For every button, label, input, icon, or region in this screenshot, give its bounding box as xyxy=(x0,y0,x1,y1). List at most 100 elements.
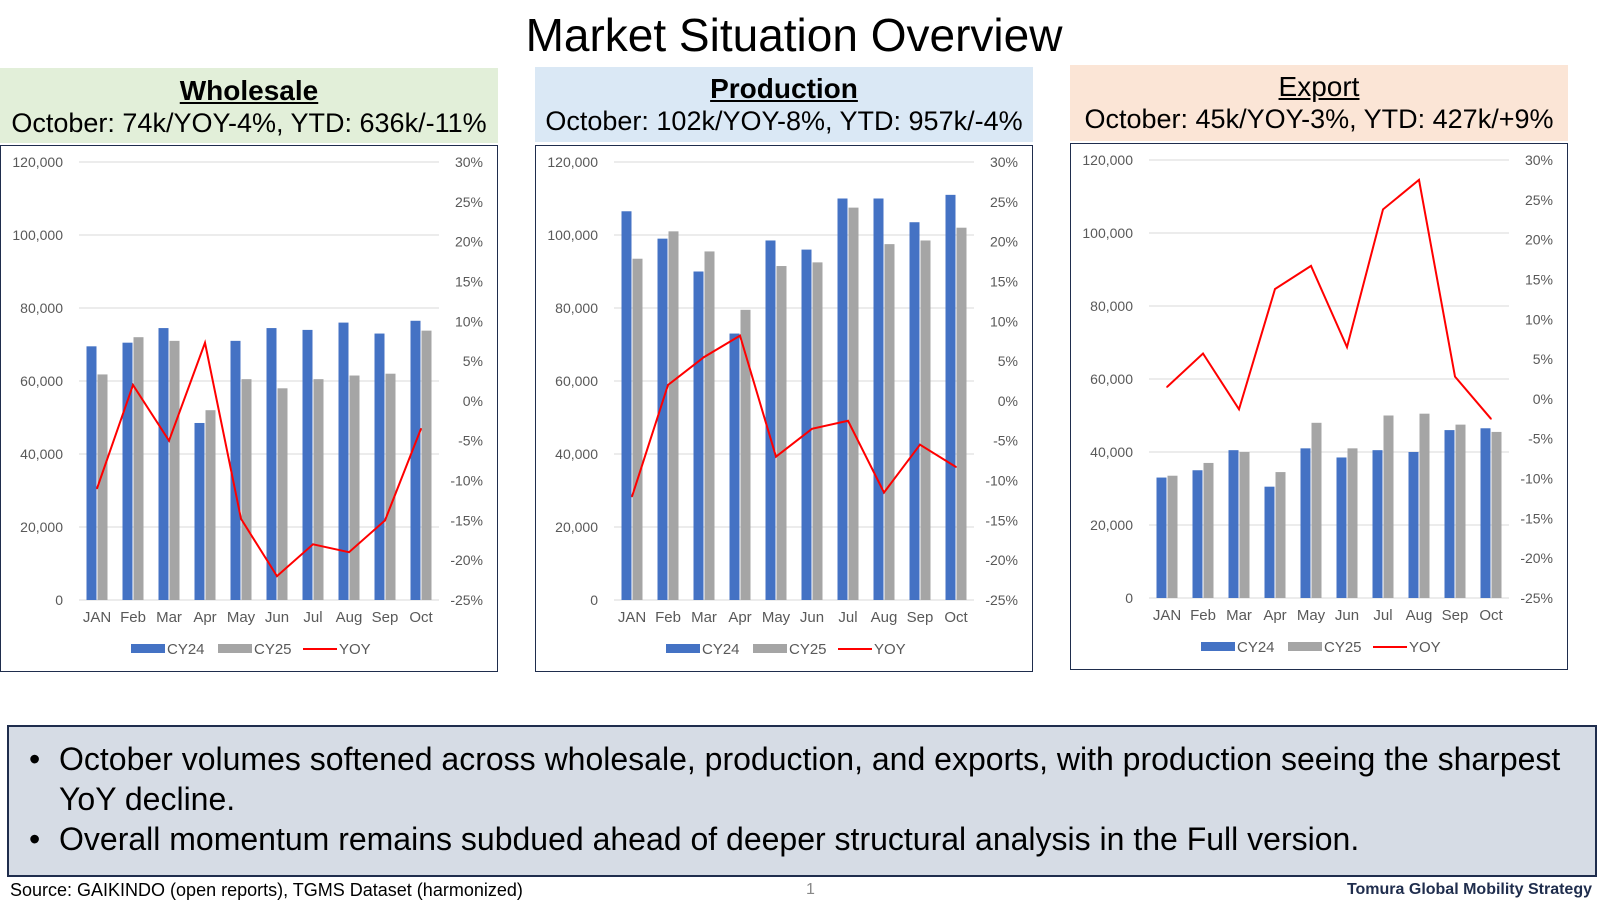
export-ytick-label: 60,000 xyxy=(1090,371,1133,387)
production-legend-label-yoy: YOY xyxy=(874,641,906,658)
wholesale-chart-svg: 0 20,000 40,000 60,000 80,000 100,000 120,000 -… xyxy=(12,154,483,658)
export-yoy-line xyxy=(1166,178,1492,420)
export-y2tick-label: 5% xyxy=(1533,351,1553,367)
production-xtick-label: Aug xyxy=(871,609,898,626)
export-y2tick-label: 25% xyxy=(1525,192,1553,208)
export-legend-label-cy24: CY24 xyxy=(1237,639,1275,656)
wholesale-yoy-point xyxy=(96,487,98,490)
wholesale-ytick-label: 20,000 xyxy=(20,519,63,535)
wholesale-bar-cy25 xyxy=(241,379,252,600)
production-xtick-label: Sep xyxy=(907,609,934,626)
wholesale-bar-cy25 xyxy=(277,388,288,600)
wholesale-bar-cy25 xyxy=(385,373,396,600)
production-xtick-label: Jun xyxy=(800,609,824,626)
export-y2tick-label: 0% xyxy=(1533,391,1553,407)
export-yoy-point xyxy=(1238,408,1240,411)
export-bar-cy25 xyxy=(1275,472,1286,598)
wholesale-xtick-label: Apr xyxy=(193,609,216,626)
production-xtick-label: May xyxy=(762,609,791,626)
wholesale-y2tick-label: -15% xyxy=(450,512,483,528)
wholesale-bar-cy25 xyxy=(349,375,360,600)
production-y2tick-label: 5% xyxy=(998,353,1018,369)
page-title: Market Situation Overview xyxy=(525,9,1063,61)
export-yoy-point xyxy=(1202,352,1204,355)
export-xtick-label: May xyxy=(1297,607,1326,624)
production-ytick-label: 20,000 xyxy=(555,519,598,535)
production-legend-label-cy25: CY25 xyxy=(789,641,827,658)
export-bar-cy25 xyxy=(1203,462,1214,598)
production-yoy-point xyxy=(703,356,705,358)
production-yoy-point xyxy=(883,491,885,494)
wholesale-xtick-label: Jun xyxy=(265,609,289,626)
production-yoy-point xyxy=(667,384,669,386)
production-bar-cy25 xyxy=(920,240,931,600)
export-chart: 0 20,000 40,000 60,000 80,000 100,000 120,000 -… xyxy=(1070,143,1568,670)
production-y2tick-label: -25% xyxy=(985,592,1018,608)
production-bar-cy25 xyxy=(956,227,967,600)
wholesale-bar-cy25 xyxy=(97,374,108,600)
summary-box: October volumes softened across wholesal… xyxy=(7,725,1597,877)
wholesale-ytick-label: 80,000 xyxy=(20,300,63,316)
production-yoy-point xyxy=(919,443,921,446)
export-bar-cy24 xyxy=(1480,428,1491,598)
wholesale-xtick-label: Feb xyxy=(120,609,146,626)
wholesale-legend-swatch-cy25 xyxy=(218,644,252,653)
export-bar-cy24 xyxy=(1408,452,1419,598)
wholesale-y2tick-label: 25% xyxy=(455,194,483,210)
wholesale-chart: 0 20,000 40,000 60,000 80,000 100,000 120,000 -… xyxy=(0,145,498,672)
export-y2tick-label: 30% xyxy=(1525,152,1553,168)
export-bar-cy25 xyxy=(1419,413,1430,598)
production-bar-cy25 xyxy=(848,207,859,600)
export-xtick-label: Aug xyxy=(1406,607,1433,624)
wholesale-bar-cy24 xyxy=(374,333,385,600)
production-y2tick-label: -20% xyxy=(985,552,1018,568)
export-bar-cy24 xyxy=(1372,450,1383,598)
export-legend-label-cy25: CY25 xyxy=(1324,639,1362,656)
wholesale-ytick-label: 0 xyxy=(55,592,63,608)
export-xtick-label: Apr xyxy=(1263,607,1286,624)
production-subtitle: October: 102k/YOY-8%, YTD: 957k/-4% xyxy=(545,106,1023,136)
export-bar-cy24 xyxy=(1228,450,1239,598)
wholesale-bar-cy24 xyxy=(338,322,349,600)
wholesale-yoy-point xyxy=(384,519,386,522)
wholesale-bar-cy24 xyxy=(194,422,205,600)
export-bar-cy25 xyxy=(1383,415,1394,598)
wholesale-bar-cy24 xyxy=(122,342,133,600)
production-bar-cy24 xyxy=(945,194,956,600)
production-xtick-label: Oct xyxy=(944,609,968,626)
wholesale-bar-cy24 xyxy=(410,320,421,600)
wholesale-bar-cy24 xyxy=(302,329,313,600)
production-yoy-point xyxy=(811,427,813,430)
production-y2tick-label: -10% xyxy=(985,473,1018,489)
production-yoy-line xyxy=(631,334,957,497)
production-xtick-label: Feb xyxy=(655,609,681,626)
export-bar-cy25 xyxy=(1455,424,1466,598)
wholesale-bar-cy24 xyxy=(230,340,241,600)
wholesale-y2tick-label: 0% xyxy=(463,393,483,409)
export-ytick-label: 20,000 xyxy=(1090,517,1133,533)
wholesale-yoy-point xyxy=(348,551,350,554)
export-title: Export xyxy=(1278,71,1360,102)
export-yoy-point xyxy=(1454,375,1456,378)
wholesale-yoy-point xyxy=(420,427,422,430)
wholesale-yoy-point xyxy=(312,543,314,546)
production-y2tick-label: 0% xyxy=(998,393,1018,409)
wholesale-yoy-line xyxy=(96,339,422,578)
export-bar-cy24 xyxy=(1444,430,1455,598)
production-legend-swatch-cy25 xyxy=(753,644,787,653)
export-y2tick-label: 15% xyxy=(1525,271,1553,287)
export-bar-cy24 xyxy=(1192,470,1203,598)
export-legend-label-yoy: YOY xyxy=(1409,639,1441,656)
export-y2tick-label: 10% xyxy=(1525,311,1553,327)
wholesale-bar-cy25 xyxy=(313,379,324,600)
production-ytick-label: 80,000 xyxy=(555,300,598,316)
production-y2tick-label: -5% xyxy=(993,433,1018,449)
wholesale-bar-cy24 xyxy=(158,328,169,600)
production-yoy-point xyxy=(631,495,633,498)
wholesale-bar-cy25 xyxy=(205,410,216,600)
wholesale-yoy-point xyxy=(168,439,170,442)
production-bar-cy24 xyxy=(837,198,848,600)
wholesale-xtick-label: Oct xyxy=(409,609,433,626)
summary-bullet-1: October volumes softened across wholesal… xyxy=(29,739,1595,819)
production-ytick-label: 0 xyxy=(590,592,598,608)
